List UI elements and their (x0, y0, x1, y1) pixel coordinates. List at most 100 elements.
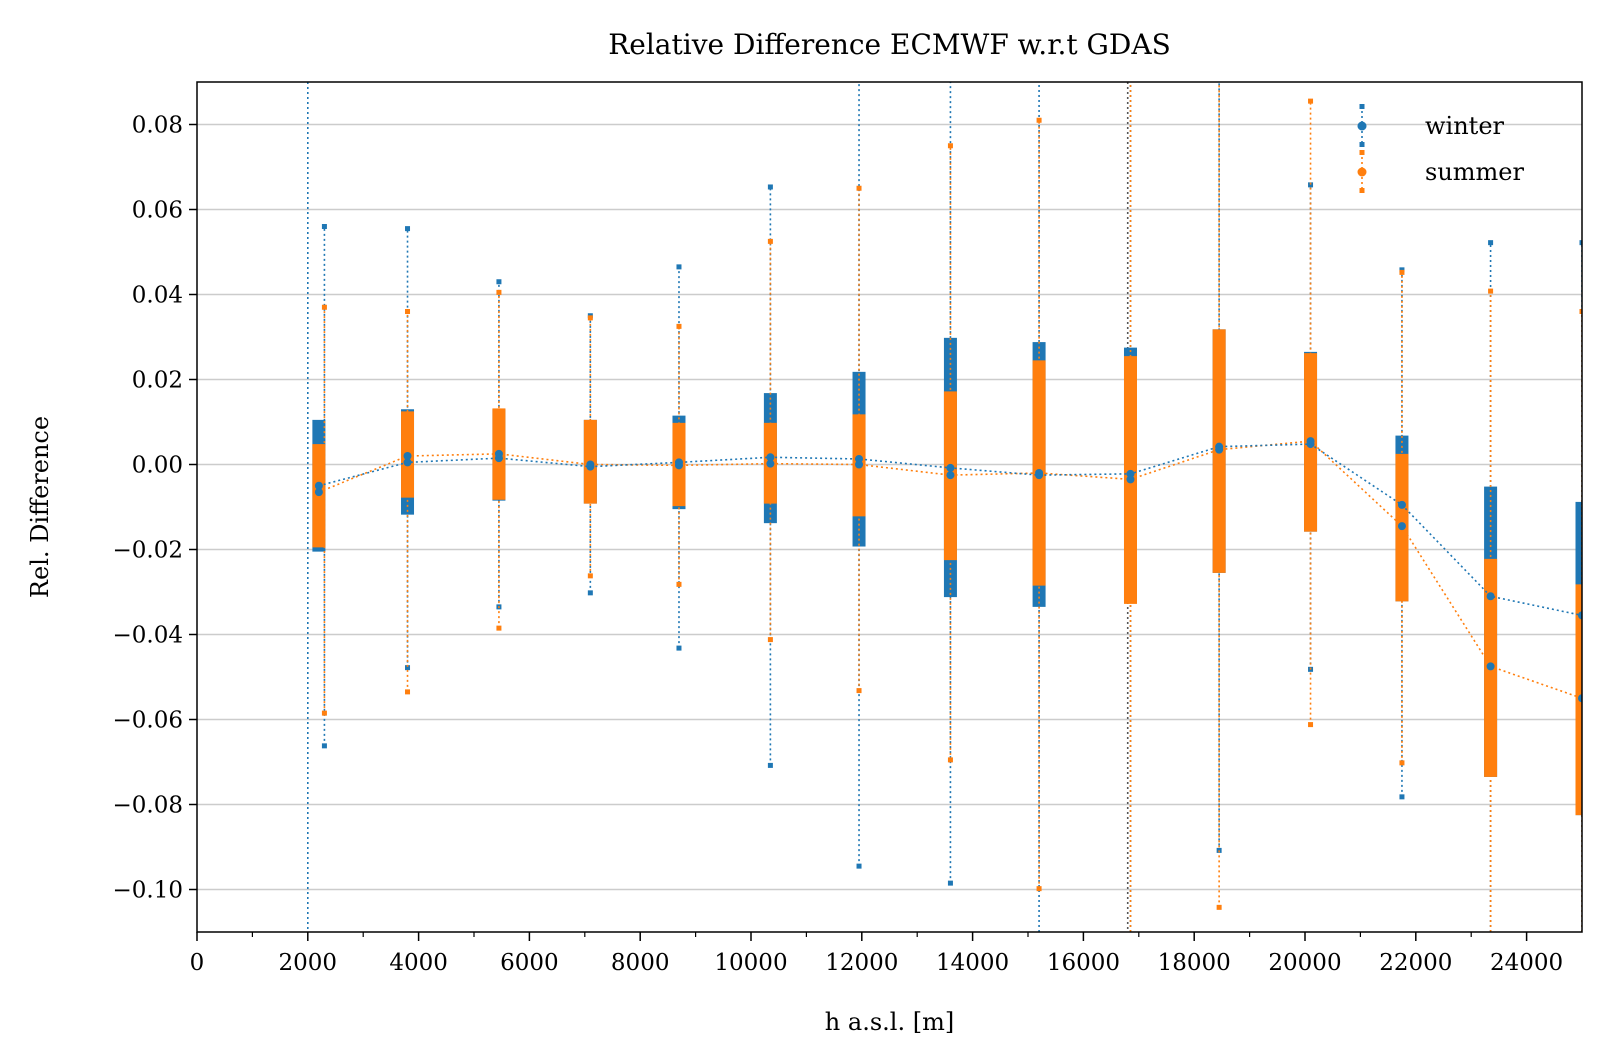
winter-whisker-cap (856, 863, 862, 869)
summer-mean-point (674, 461, 683, 470)
summer-whisker-cap (767, 637, 773, 643)
summer-whisker-cap (1036, 117, 1042, 123)
legend-marker-cap (1359, 150, 1365, 155)
x-tick-label: 14000 (936, 950, 1009, 976)
x-tick-label: 0 (190, 950, 205, 976)
summer-mean-point (1126, 475, 1135, 484)
winter-whisker-cap (767, 184, 773, 190)
y-axis-label: Rel. Difference (26, 416, 54, 598)
winter-whisker-cap (1488, 240, 1494, 246)
y-tick-label: 0.02 (132, 368, 183, 394)
grid-lines (197, 123, 1582, 891)
winter-whisker-cap (587, 590, 593, 596)
summer-whisker-cap (947, 143, 953, 149)
y-tick-label: 0.00 (132, 453, 183, 479)
winter-mean-point (766, 453, 775, 462)
legend-marker-cap (1359, 188, 1365, 193)
chart-title: Relative Difference ECMWF w.r.t GDAS (608, 28, 1171, 61)
summer-mean-point (586, 460, 595, 469)
summer-mean-point (1035, 469, 1044, 477)
summer-mean-point (1397, 522, 1406, 531)
series-summer-points (314, 437, 1582, 703)
summer-mean-point (766, 459, 775, 468)
summer-whisker-cap (405, 689, 411, 695)
summer-mean-point (855, 460, 864, 469)
summer-whisker-cap (1308, 722, 1314, 728)
summer-whisker-cap (1488, 288, 1494, 294)
plot-area (306, 82, 1582, 932)
x-tick-label: 6000 (500, 950, 559, 976)
winter-whisker-cap (947, 880, 953, 886)
summer-whisker-cap (1399, 269, 1405, 275)
y-tick-label: 0.06 (132, 198, 183, 224)
legend-marker-point (1357, 167, 1367, 177)
winter-whisker-cap (1579, 240, 1582, 246)
winter-mean-point (314, 481, 323, 490)
summer-mean-point (494, 449, 503, 458)
summer-whisker-cap (1579, 309, 1582, 314)
summer-whisker-cap (856, 185, 862, 191)
summer-whisker-cap (1399, 760, 1405, 766)
summer-whisker-cap (1216, 904, 1222, 910)
summer-whisker-cap (767, 238, 773, 244)
legend-label-winter: winter (1425, 112, 1505, 140)
summer-whisker-cap (587, 573, 593, 579)
x-tick-label: 10000 (714, 950, 787, 976)
y-tick-label: −0.08 (113, 793, 183, 819)
winter-whisker-cap (321, 224, 327, 229)
summer-whisker-cap (1308, 98, 1314, 104)
summer-mean-point (1215, 445, 1224, 454)
x-tick-label: 22000 (1379, 950, 1452, 976)
y-axis-ticks: 0.08 0.06 0.04 0.02 0.00 −0.02 −0.04 −0.06 −0.08… (113, 113, 197, 904)
y-tick-label: 0.08 (132, 113, 183, 139)
x-tick-label: 8000 (611, 950, 670, 976)
winter-mean-point (1486, 592, 1495, 601)
x-tick-label: 4000 (389, 950, 448, 976)
winter-whisker-cap (767, 762, 773, 768)
winter-whisker-cap (1399, 267, 1405, 273)
x-tick-label: 12000 (825, 950, 898, 976)
summer-whisker-cap (321, 710, 327, 716)
summer-mean-point (1306, 437, 1315, 446)
y-tick-label: −0.10 (113, 878, 183, 904)
summer-mean-point (946, 471, 955, 480)
legend-marker-cap (1359, 104, 1365, 109)
y-tick-label: −0.02 (113, 538, 183, 564)
x-tick-label: 18000 (1158, 950, 1231, 976)
winter-whisker-cap (496, 279, 502, 285)
winter-mean-point (1578, 611, 1582, 620)
summer-whisker-cap (321, 304, 327, 310)
summer-whisker-cap (947, 757, 953, 763)
summer-whisker-cap (1036, 886, 1042, 892)
winter-whisker-cap (321, 743, 327, 749)
y-tick-label: −0.06 (113, 708, 183, 734)
winter-mean-point (1397, 500, 1406, 509)
x-axis-ticks: 0 2000 4000 6000 8000 10000 12000 14000 16000 180… (190, 932, 1563, 976)
winter-whisker-cap (405, 226, 411, 232)
x-tick-label: 16000 (1047, 950, 1120, 976)
summer-mean-point (1486, 662, 1495, 671)
winter-whisker-cap (676, 645, 682, 651)
summer-whisker-cap (587, 315, 593, 321)
summer-mean-point (1578, 694, 1582, 703)
winter-mean-point (946, 463, 955, 472)
axes-frame (196, 81, 1583, 933)
y-tick-label: 0.04 (132, 283, 183, 309)
summer-mean-point (314, 488, 323, 497)
summer-whisker-cap (405, 309, 411, 314)
x-tick-label: 24000 (1490, 950, 1563, 976)
winter-mean-point (1126, 469, 1135, 478)
legend: winter summer (1357, 104, 1524, 193)
legend-label-summer: summer (1425, 158, 1524, 186)
summer-whisker-cap (676, 323, 682, 329)
winter-mean-point (855, 454, 864, 463)
winter-whisker-cap (676, 264, 682, 270)
x-tick-label: 2000 (279, 950, 338, 976)
winter-whisker-cap (405, 665, 411, 671)
summer-whisker-cap (496, 625, 502, 631)
legend-marker-cap (1359, 142, 1365, 147)
x-tick-label: 20000 (1268, 950, 1341, 976)
summer-whisker-cap (676, 581, 682, 587)
